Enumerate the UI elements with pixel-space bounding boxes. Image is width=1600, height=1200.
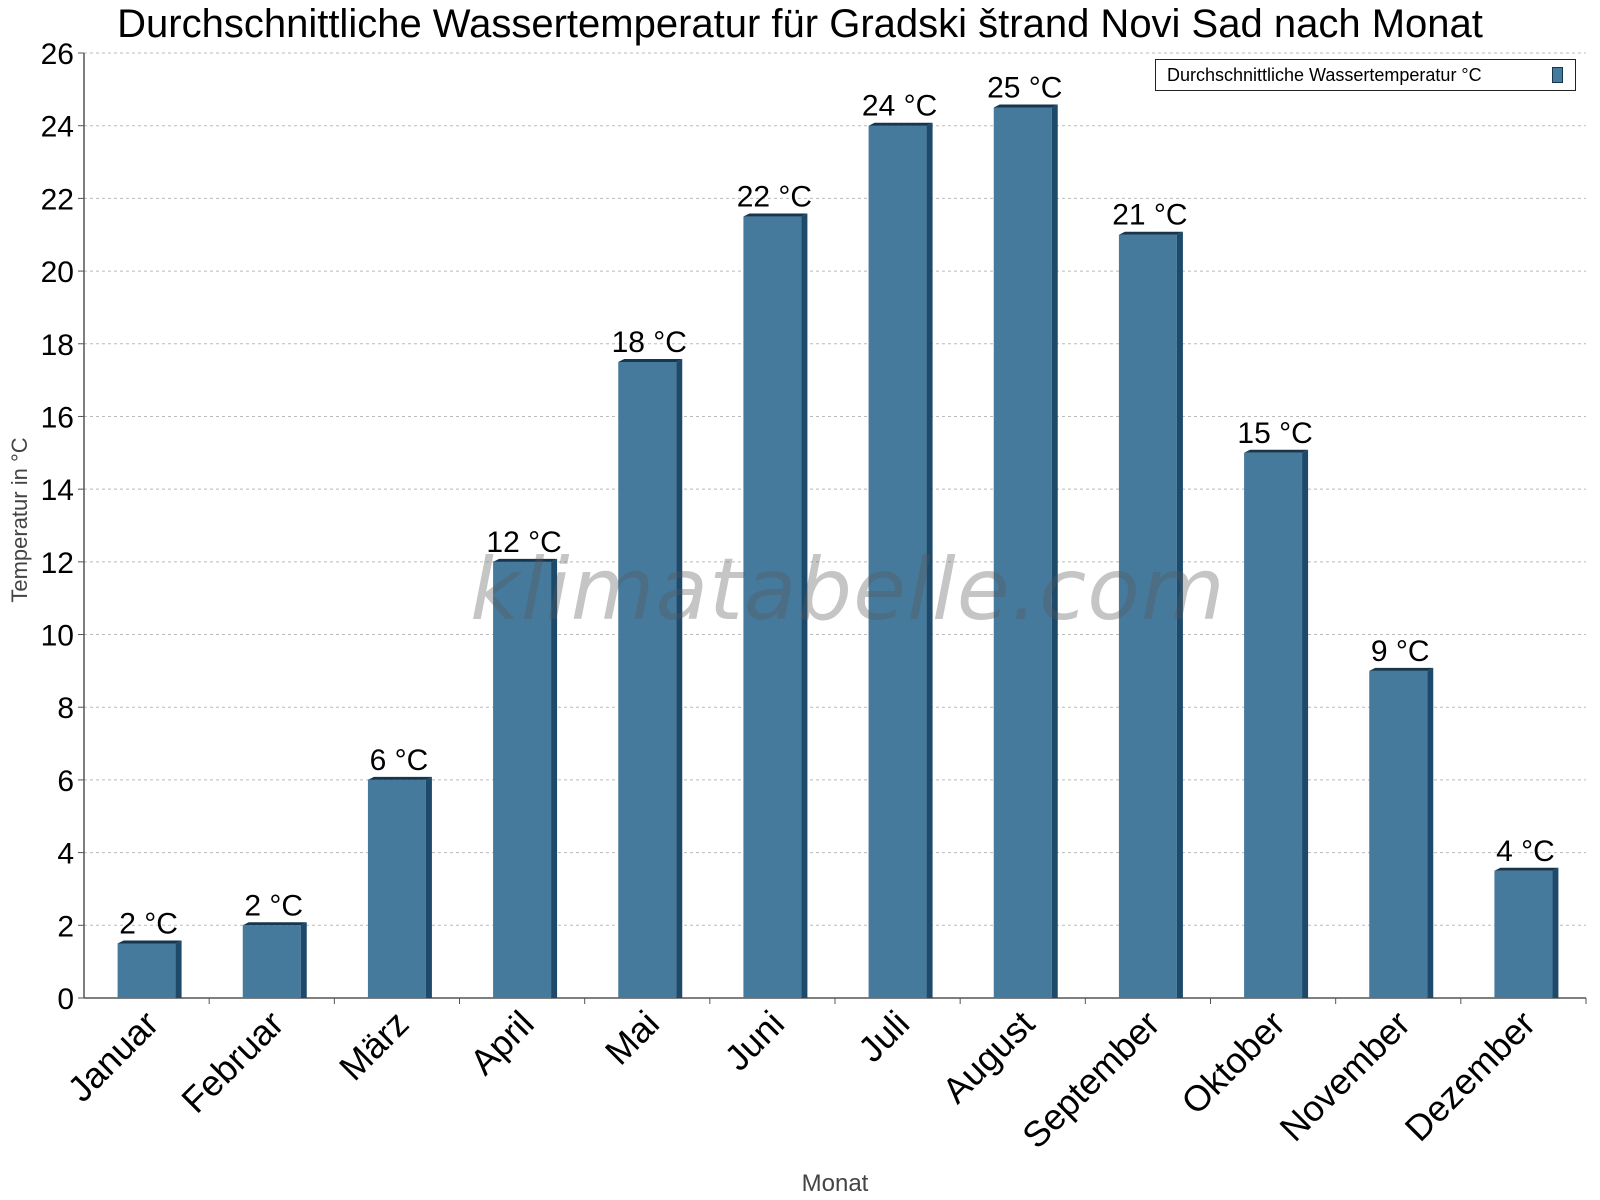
y-tick-label: 14 <box>41 474 74 507</box>
y-tick-label: 24 <box>41 111 74 144</box>
data-label: 24 °C <box>862 90 937 123</box>
data-label: 4 °C <box>1496 835 1555 868</box>
bar-top <box>618 358 683 362</box>
bar-top <box>1494 867 1559 871</box>
legend-swatch <box>1552 67 1563 83</box>
data-label: 15 °C <box>1237 417 1312 450</box>
bar-side <box>1552 867 1559 998</box>
y-tick-label: 8 <box>57 692 74 725</box>
bar <box>1244 452 1303 998</box>
bar <box>993 107 1052 999</box>
axis-layer <box>78 52 1587 1004</box>
watermark: klimatabelle.com <box>470 540 1226 640</box>
x-tick-label: Juni <box>716 1003 792 1079</box>
data-label: 6 °C <box>370 744 429 777</box>
y-tick-label: 4 <box>57 838 74 871</box>
bar-top <box>743 213 808 217</box>
y-tick-label: 2 <box>57 910 74 943</box>
bar-top <box>993 104 1058 108</box>
y-axis-title: Temperatur in °C <box>7 437 32 603</box>
data-label: 2 °C <box>244 889 303 922</box>
bar <box>618 361 677 998</box>
bar-side <box>1051 104 1058 999</box>
bar-top <box>1118 231 1183 235</box>
y-tick-label: 18 <box>41 329 74 362</box>
data-label: 22 °C <box>737 181 812 214</box>
bar <box>868 125 927 998</box>
data-label: 18 °C <box>612 326 687 359</box>
y-tick-label: 20 <box>41 256 74 289</box>
bar <box>493 561 552 998</box>
bar-top <box>117 940 182 944</box>
chart-title: Durchschnittliche Wassertemperatur für G… <box>117 2 1483 46</box>
bar <box>1369 670 1428 998</box>
x-tick-label: Mai <box>597 1003 667 1073</box>
bar-side <box>425 776 432 998</box>
x-tick-label: März <box>331 1003 417 1089</box>
bar-side <box>676 358 683 998</box>
bar-side <box>551 558 558 998</box>
y-tick-label: 12 <box>41 547 74 580</box>
x-tick-label: Oktober <box>1173 1003 1293 1123</box>
x-tick-label: April <box>462 1003 542 1083</box>
bar-side <box>801 213 808 999</box>
bar-side <box>1427 667 1434 998</box>
x-tick-label: August <box>934 1003 1042 1111</box>
grid-layer <box>84 52 1586 926</box>
data-label: 9 °C <box>1371 635 1430 668</box>
y-tick-label: 10 <box>41 620 74 653</box>
bar <box>1118 234 1177 998</box>
data-label: 25 °C <box>987 72 1062 105</box>
y-tick-label: 16 <box>41 401 74 434</box>
legend: Durchschnittliche Wassertemperatur °C <box>1155 59 1576 91</box>
x-tick-label: November <box>1271 1003 1417 1149</box>
bar-top <box>242 922 307 926</box>
bar <box>242 925 301 998</box>
bar <box>1494 870 1553 998</box>
bar <box>367 779 426 998</box>
y-tick-label: 0 <box>57 983 74 1016</box>
bar-top <box>367 776 432 780</box>
x-axis-title: Monat <box>801 1170 869 1197</box>
x-tick-label: Januar <box>59 1003 166 1110</box>
bar-layer <box>117 104 1559 999</box>
bar-side <box>1176 231 1183 998</box>
bar-side <box>175 940 182 998</box>
legend-label: Durchschnittliche Wassertemperatur °C <box>1167 64 1482 85</box>
bar-top <box>868 122 933 126</box>
bar-side <box>1302 449 1309 998</box>
data-label: 12 °C <box>486 526 561 559</box>
x-tick-label: Dezember <box>1397 1003 1543 1149</box>
bar-top <box>1244 449 1309 453</box>
x-tick-label: September <box>1014 1003 1168 1157</box>
bar-side <box>300 922 307 998</box>
y-tick-label: 26 <box>41 38 74 71</box>
bar <box>743 216 802 999</box>
bar-top <box>493 558 558 562</box>
x-tick-label: Februar <box>173 1003 291 1121</box>
x-tick-label: Juli <box>850 1003 917 1070</box>
y-tick-label: 6 <box>57 765 74 798</box>
bar-side <box>926 122 933 998</box>
data-label: 2 °C <box>119 907 178 940</box>
bar <box>117 943 176 998</box>
y-tick-label: 22 <box>41 183 74 216</box>
data-label: 21 °C <box>1112 199 1187 232</box>
bar-top <box>1369 667 1434 671</box>
